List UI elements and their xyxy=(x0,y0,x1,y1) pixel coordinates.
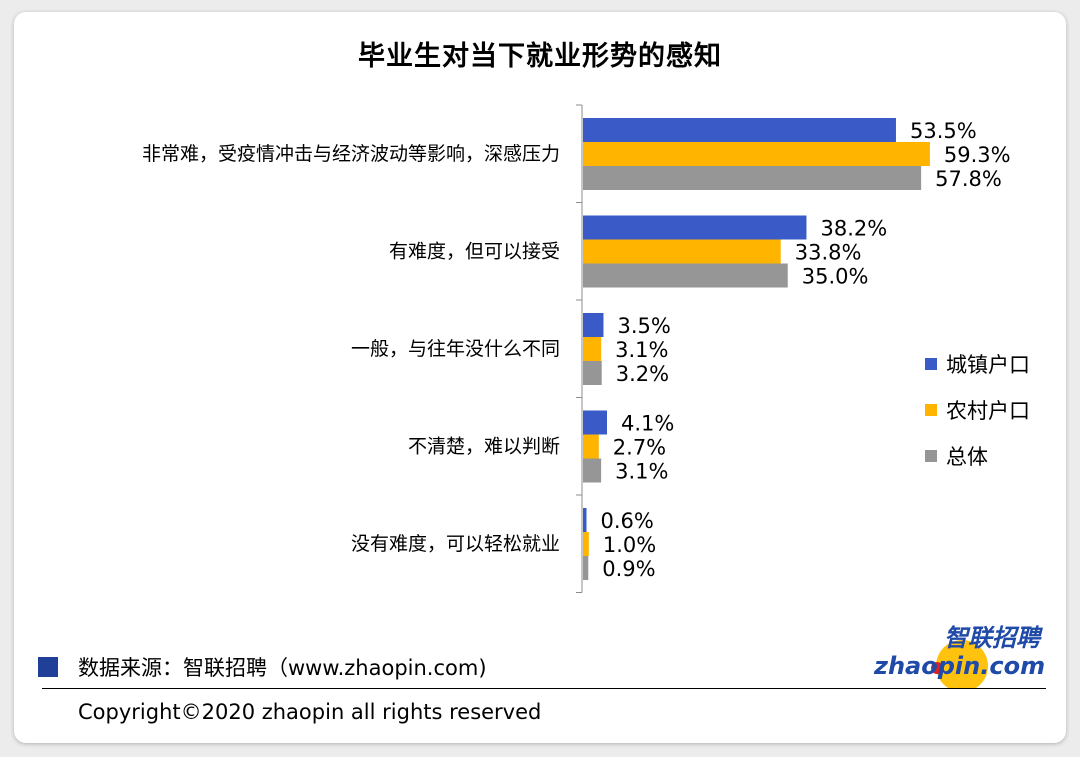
bar xyxy=(583,263,788,288)
legend-swatch xyxy=(925,404,937,416)
data-label: 53.5% xyxy=(910,119,977,143)
category-label: 有难度，但可以接受 xyxy=(389,241,560,263)
logo-dot xyxy=(931,662,943,674)
source-swatch xyxy=(38,657,58,677)
data-label: 3.1% xyxy=(615,338,668,362)
legend-item: 农村户口 xyxy=(925,398,1030,423)
data-label: 0.9% xyxy=(602,557,655,581)
bar xyxy=(583,410,607,435)
bar xyxy=(583,215,807,240)
category-label: 非常难，受疫情冲击与经济波动等影响，深感压力 xyxy=(142,143,560,165)
logo-circle xyxy=(936,640,988,688)
category-label: 没有难度，可以轻松就业 xyxy=(351,533,560,555)
category-label: 不清楚，难以判断 xyxy=(408,436,560,458)
bar xyxy=(583,458,602,483)
bar xyxy=(583,556,589,580)
bar xyxy=(583,313,604,337)
data-label: 1.0% xyxy=(603,533,656,557)
data-label: 2.7% xyxy=(613,436,666,460)
legend-label: 城镇户口 xyxy=(946,353,1030,377)
copyright-text: Copyright©2020 zhaopin all rights reserv… xyxy=(78,700,542,724)
zhaopin-logo: 智联招聘 zhaopin.com xyxy=(873,624,1045,688)
source-text: 数据来源：智联招聘（www.zhaopin.com) xyxy=(78,656,487,680)
legend-item: 总体 xyxy=(925,444,1030,469)
data-label: 59.3% xyxy=(944,143,1011,167)
bar xyxy=(583,239,781,264)
bar xyxy=(583,361,602,385)
data-label: 57.8% xyxy=(935,167,1002,191)
data-label: 33.8% xyxy=(795,241,862,265)
legend-label: 总体 xyxy=(946,445,988,469)
legend-swatch xyxy=(925,358,937,370)
bar xyxy=(583,166,922,190)
data-label: 38.2% xyxy=(820,217,887,241)
logo-text-en: zhaopin.com xyxy=(873,652,1045,680)
bar xyxy=(583,337,602,361)
bar-chart: 非常难，受疫情冲击与经济波动等影响，深感压力 53.5%59.3%57.8% 有难度… xyxy=(142,104,1011,593)
data-label: 3.5% xyxy=(617,314,670,338)
bar xyxy=(583,532,589,556)
legend-label: 农村户口 xyxy=(946,399,1030,423)
bar xyxy=(583,142,930,166)
logo-text-cn: 智联招聘 xyxy=(944,624,1043,652)
bar xyxy=(583,508,587,532)
data-label: 3.2% xyxy=(616,362,669,386)
footer-divider xyxy=(42,688,1046,689)
category-label: 一般，与往年没什么不同 xyxy=(351,338,560,360)
data-label: 4.1% xyxy=(621,412,674,436)
bar xyxy=(583,118,896,142)
bar xyxy=(583,434,599,459)
chart-card: 毕业生对当下就业形势的感知 非常难，受疫情冲击与经济波动等影响，深感压力 53.5… xyxy=(14,12,1066,743)
legend-swatch xyxy=(925,450,937,462)
chart-title: 毕业生对当下就业形势的感知 xyxy=(358,41,722,72)
data-label: 3.1% xyxy=(615,460,668,484)
legend-item: 城镇户口 xyxy=(925,352,1030,377)
chart-legend: 城镇户口农村户口总体 xyxy=(925,352,1030,490)
data-label: 35.0% xyxy=(802,265,869,289)
data-label: 0.6% xyxy=(601,509,654,533)
